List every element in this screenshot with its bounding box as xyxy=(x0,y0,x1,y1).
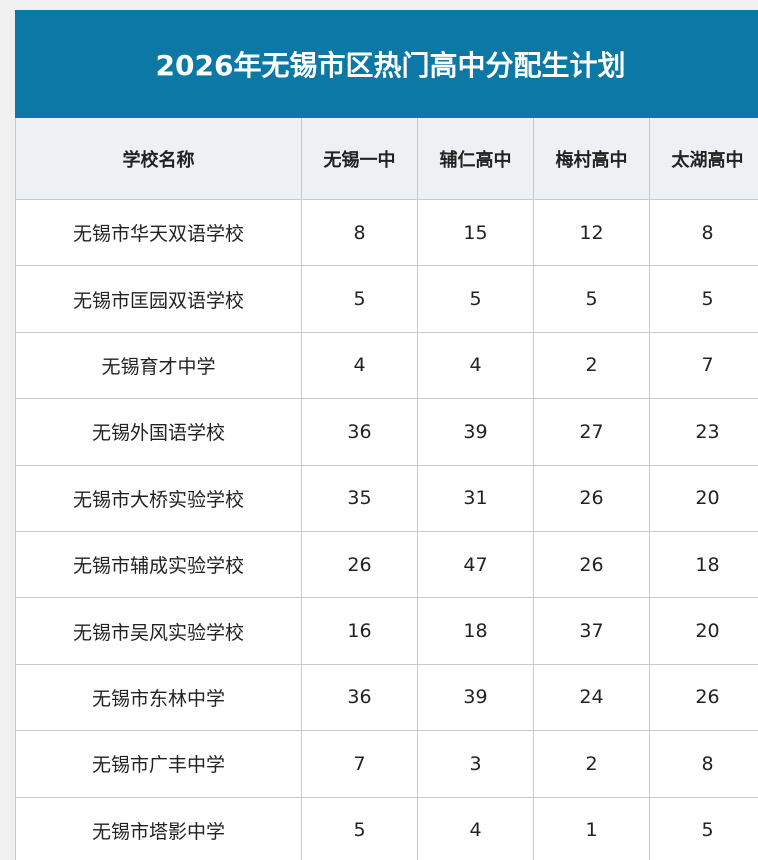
quota-cell: 7 xyxy=(650,333,758,400)
quota-cell: 2 xyxy=(534,731,650,798)
quota-cell: 23 xyxy=(650,399,758,466)
quota-cell: 4 xyxy=(302,332,418,400)
quota-cell: 5 xyxy=(418,266,534,333)
quota-cell: 8 xyxy=(650,731,758,798)
school-name: 无锡育才中学 xyxy=(15,332,302,400)
quota-cell: 18 xyxy=(418,598,534,665)
quota-cell: 35 xyxy=(302,465,418,532)
school-name: 无锡市辅成实验学校 xyxy=(15,532,302,599)
quota-cell: 39 xyxy=(418,664,534,732)
table-container: 2026年无锡市区热门高中分配生计划 学校名称 无锡一中 辅仁高中 梅村高中 太湖高中无… xyxy=(15,10,758,860)
quota-cell: 5 xyxy=(650,798,758,860)
quota-cell: 3 xyxy=(418,731,534,798)
quota-cell: 4 xyxy=(418,332,534,400)
quota-cell: 24 xyxy=(534,664,650,732)
quota-cell: 12 xyxy=(534,200,650,267)
quota-cell: 47 xyxy=(418,532,534,599)
quota-cell: 26 xyxy=(302,532,418,599)
quota-cell: 37 xyxy=(534,598,650,665)
quota-cell: 36 xyxy=(302,399,418,466)
quota-cell: 1 xyxy=(534,797,650,860)
school-name: 无锡市大桥实验学校 xyxy=(15,465,302,532)
school-name: 无锡市东林中学 xyxy=(15,664,302,732)
quota-cell: 20 xyxy=(650,598,758,665)
quota-cell: 4 xyxy=(418,797,534,860)
quota-cell: 15 xyxy=(418,200,534,267)
quota-cell: 16 xyxy=(302,598,418,665)
school-name: 无锡市广丰中学 xyxy=(15,731,302,798)
quota-cell: 31 xyxy=(418,465,534,532)
school-name: 无锡市匡园双语学校 xyxy=(15,266,302,333)
school-name: 无锡外国语学校 xyxy=(15,399,302,466)
quota-cell: 2 xyxy=(534,332,650,400)
school-name: 无锡市塔影中学 xyxy=(15,797,302,860)
school-name: 无锡市华天双语学校 xyxy=(15,200,302,267)
quota-cell: 26 xyxy=(650,665,758,732)
quota-cell: 5 xyxy=(302,797,418,860)
quota-cell: 8 xyxy=(302,200,418,267)
quota-cell: 36 xyxy=(302,664,418,732)
quota-cell: 26 xyxy=(534,465,650,532)
quota-cell: 26 xyxy=(534,532,650,599)
quota-cell: 5 xyxy=(650,266,758,333)
header-cell: 辅仁高中 xyxy=(418,118,534,200)
header-cell: 学校名称 xyxy=(15,118,302,200)
table-title: 2026年无锡市区热门高中分配生计划 xyxy=(15,10,758,118)
school-name: 无锡市吴风实验学校 xyxy=(15,598,302,665)
header-cell: 梅村高中 xyxy=(534,118,650,200)
header-cell: 无锡一中 xyxy=(302,118,418,200)
quota-cell: 5 xyxy=(302,266,418,333)
header-cell: 太湖高中 xyxy=(650,118,758,200)
quota-cell: 39 xyxy=(418,399,534,466)
quota-cell: 18 xyxy=(650,532,758,599)
quota-cell: 7 xyxy=(302,731,418,798)
quota-cell: 27 xyxy=(534,399,650,466)
quota-cell: 5 xyxy=(534,266,650,333)
quota-cell: 20 xyxy=(650,466,758,532)
quota-cell: 8 xyxy=(650,200,758,267)
